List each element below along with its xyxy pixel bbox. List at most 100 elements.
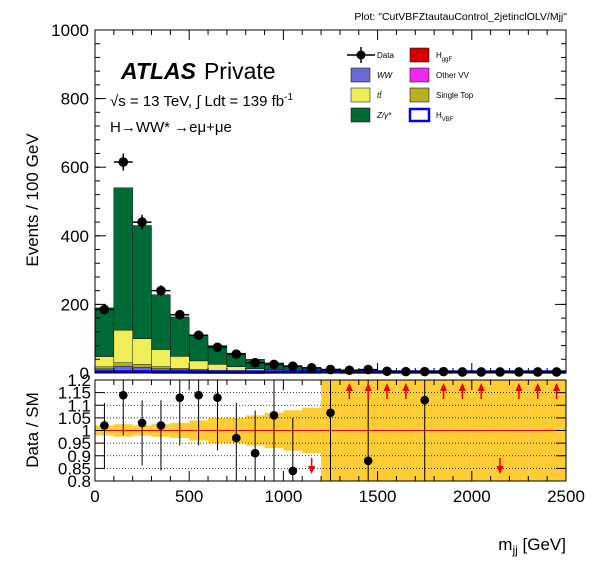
legend-swatch-singletop [410,88,429,102]
legend-label-main: WW [377,71,394,80]
legend-label-singletop: Single Top [436,91,474,100]
legend-swatch-othervv [410,68,429,82]
bar-ztautau [114,188,133,330]
legend-label-main: Data [377,51,394,60]
legend-label-ww: WW [377,71,394,80]
data-point [514,367,524,377]
bar-singletop [170,368,189,369]
bar-singletop [152,367,171,369]
xlabel: mjj [GeV] [498,535,566,557]
xtick-label: 2500 [547,487,585,506]
ratio-point [119,391,128,400]
ratio-point [251,449,260,458]
upper-ytick-label: 600 [61,158,89,177]
data-point [420,367,430,377]
ratio-point [420,396,429,405]
bar-ztautau [133,226,152,339]
ratio-point [213,393,222,402]
data-point [495,367,505,377]
data-point [232,349,242,359]
bar-top [170,356,189,368]
data-point [194,330,204,340]
bar-ztautau [152,295,171,350]
data-point [156,286,166,296]
ratio-point [232,434,241,443]
upper-ytick-label: 200 [61,295,89,314]
legend-label-sub: ggF [442,57,453,63]
data-point [533,367,543,377]
legend-swatch-ztautau [351,108,370,122]
bar-ztautau [170,317,189,356]
legend-swatch-ggf [410,48,429,62]
data-point [250,358,260,368]
data-point [401,367,411,377]
atlas-rest: Private [204,58,276,84]
xtick-label: 500 [175,487,203,506]
upper-ytick-label: 1000 [51,21,89,40]
legend-label-data: Data [377,51,394,60]
ratio-point [194,391,203,400]
ratio-point [364,457,373,466]
data-point [288,361,298,371]
xtick-label: 2000 [453,487,491,506]
xtick-label: 0 [90,487,99,506]
process-label: H→WW* →eμ+μe [110,119,232,136]
xtick-label: 1500 [359,487,397,506]
legend-data-marker [357,51,366,60]
upper-ytick-label: 400 [61,227,89,246]
bar-top [208,364,227,370]
data-point [439,367,449,377]
bar-top [95,357,114,367]
upper-ylabel: Events / 100 GeV [23,133,42,267]
legend-swatch-ww [351,68,370,82]
legend-label-main: Z/γ* [376,111,392,120]
data-point [552,367,562,377]
lower-ylabel: Data / SM [23,392,42,468]
legend-label-main: Single Top [436,91,474,100]
bar-top [189,361,208,370]
bar-top [152,350,171,367]
ratio-point [100,421,109,430]
energy-label: √s = 13 TeV, ∫ Ldt = 139 fb-1 [110,92,293,110]
legend-label-ztautau: Z/γ* [376,111,392,120]
legend-label-main: Other VV [436,71,470,80]
plot-label: Plot: "CutVBFZtautauControl_2jetinclOLV/… [354,11,567,23]
bar-top [114,330,133,363]
bar-singletop [133,364,152,367]
data-point [307,363,317,373]
atlas-bold: ATLAS [120,58,197,84]
data-point [476,367,486,377]
energy-text: √s = 13 TeV, ∫ Ldt = 139 fb [110,93,284,110]
bar-ww [114,366,133,371]
data-point [458,367,468,377]
legend-swatch-vbf [410,109,429,121]
ratio-point [289,467,298,476]
bar-singletop [114,363,133,366]
data-point [213,342,223,352]
xlabel-unit: [GeV] [518,535,566,554]
ratio-point [175,393,184,402]
legend-swatch-top [351,88,370,102]
ratio-point [138,419,147,428]
data-point [382,366,392,376]
ratio-point [270,411,279,420]
data-point [100,305,110,315]
energy-sup: -1 [284,92,293,103]
legend-label-othervv: Other VV [436,71,470,80]
ratio-point [157,421,166,430]
data-point [137,217,147,227]
data-point [118,157,128,167]
bar-singletop [95,367,114,369]
data-point [345,365,355,375]
data-point [175,310,185,320]
ratio-point [326,409,335,418]
xlabel-main: m [498,535,512,554]
legend-label-sub: VBF [442,117,454,123]
upper-ytick-label: 800 [61,90,89,109]
lower-ytick-label: 1.2 [67,371,91,390]
data-point [269,360,279,370]
xtick-label: 1000 [264,487,302,506]
bar-top [133,339,152,365]
